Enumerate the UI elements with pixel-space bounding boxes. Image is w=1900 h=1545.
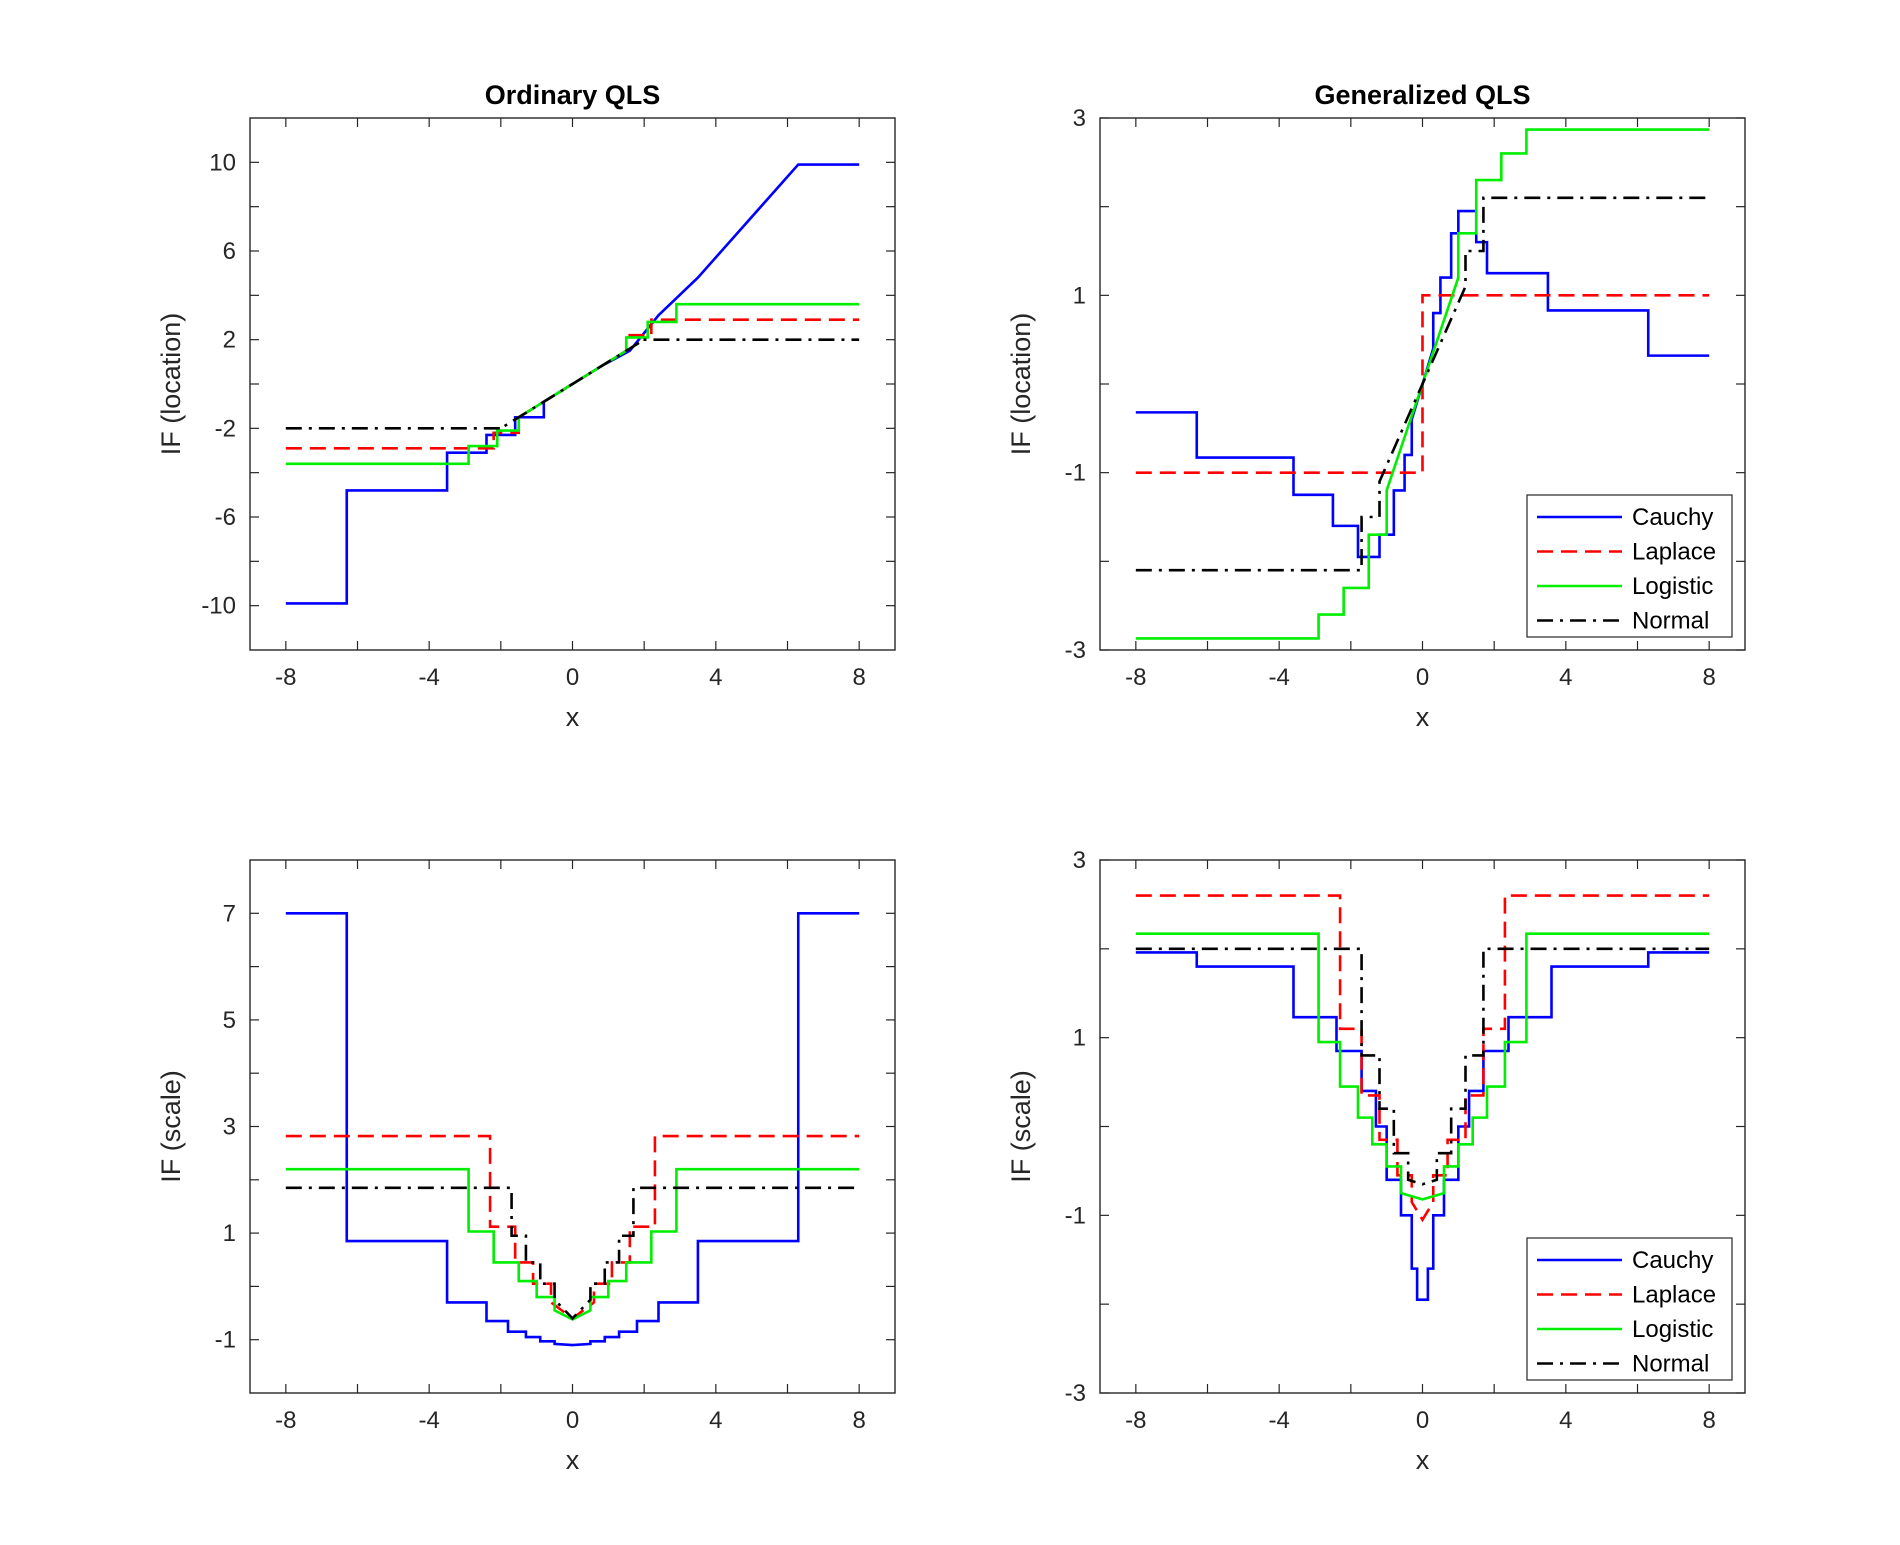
y-tick-label: -3 <box>1065 637 1086 664</box>
y-tick-label: -1 <box>1065 460 1086 487</box>
y-tick-label: 1 <box>223 1220 236 1247</box>
x-tick-label: 4 <box>1559 1407 1572 1434</box>
y-tick-label: 10 <box>209 149 236 176</box>
x-tick-label: -4 <box>418 1407 439 1434</box>
series-line-logistic <box>1135 932 1710 1201</box>
legend-box <box>1526 1237 1733 1381</box>
x-tick-label: -4 <box>1268 664 1289 691</box>
chart-panel-4: -8 -4 0 4 8 -3 -1 1 3 x IF (scale) Cauchy Laplace Log… <box>1006 847 1746 1475</box>
x-tick-label: 0 <box>1416 664 1429 691</box>
x-tick-label: 8 <box>852 1407 865 1434</box>
legend-label-cauchy: Cauchy <box>1632 504 1713 531</box>
x-tick-label: 4 <box>709 1407 722 1434</box>
x-tick-label: -8 <box>1125 1407 1146 1434</box>
y-tick-label: 1 <box>1073 282 1086 309</box>
x-tick-label: 8 <box>1702 664 1715 691</box>
y-axis-label: IF (location) <box>156 313 186 456</box>
chart-title: Generalized QLS <box>1314 80 1530 110</box>
x-tick-label: -4 <box>418 664 439 691</box>
series-line-laplace <box>285 1134 860 1321</box>
y-tick-label: 2 <box>223 327 236 354</box>
y-axis-label: IF (scale) <box>156 1070 186 1183</box>
series-group <box>285 163 860 605</box>
x-axis-label: x <box>1416 1445 1430 1475</box>
x-tick-label: 4 <box>709 664 722 691</box>
x-tick-label: -8 <box>1125 664 1146 691</box>
legend-label-normal: Normal <box>1632 608 1709 635</box>
x-tick-label: -8 <box>275 664 296 691</box>
y-tick-label: -2 <box>215 415 236 442</box>
legend-label-logistic: Logistic <box>1632 1316 1713 1343</box>
legend: Cauchy Laplace Logistic Normal <box>1526 1237 1733 1381</box>
series-line-normal <box>1135 947 1710 1186</box>
series-line-normal <box>285 1186 860 1321</box>
legend-label-laplace: Laplace <box>1632 539 1716 566</box>
x-tick-label: 0 <box>566 1407 579 1434</box>
y-tick-label: -3 <box>1065 1380 1086 1407</box>
legend-label-laplace: Laplace <box>1632 1282 1716 1309</box>
y-tick-label: 1 <box>1073 1025 1086 1052</box>
series-line-cauchy <box>285 911 860 1347</box>
series-line-logistic <box>285 1167 860 1321</box>
legend-label-normal: Normal <box>1632 1351 1709 1378</box>
y-tick-label: 7 <box>223 900 236 927</box>
x-axis-label: x <box>566 702 580 732</box>
series-group <box>1135 894 1710 1302</box>
x-tick-label: 8 <box>852 664 865 691</box>
series-line-laplace <box>1135 894 1710 1223</box>
y-tick-label: 3 <box>223 1114 236 1141</box>
series-group <box>1135 128 1710 640</box>
y-axis-label: IF (scale) <box>1006 1070 1036 1183</box>
y-tick-label: 5 <box>223 1007 236 1034</box>
y-tick-label: 3 <box>1073 847 1086 874</box>
series-line-cauchy <box>285 163 860 605</box>
x-axis-label: x <box>1416 702 1430 732</box>
legend-label-logistic: Logistic <box>1632 573 1713 600</box>
chart-panel-3: -8 -4 0 4 8 -1 1 3 5 7 x IF (scale) <box>156 859 896 1475</box>
series-line-normal <box>285 338 860 430</box>
y-tick-label: -6 <box>215 504 236 531</box>
x-tick-label: -8 <box>275 1407 296 1434</box>
x-axis-label: x <box>566 1445 580 1475</box>
chart-panel-2: -8 -4 0 4 8 -3 -1 1 3 x IF (location) Generalized Q… <box>1006 80 1746 732</box>
chart-title: Ordinary QLS <box>485 80 661 110</box>
y-tick-label: 3 <box>1073 105 1086 132</box>
series-line-cauchy <box>1135 951 1710 1302</box>
y-tick-label: 6 <box>223 238 236 265</box>
legend-box <box>1526 494 1733 638</box>
legend: Cauchy Laplace Logistic Normal <box>1526 494 1733 638</box>
y-tick-label: -1 <box>1065 1202 1086 1229</box>
x-tick-label: -4 <box>1268 1407 1289 1434</box>
x-tick-label: 0 <box>566 664 579 691</box>
y-tick-label: -1 <box>215 1327 236 1354</box>
x-tick-label: 8 <box>1702 1407 1715 1434</box>
x-tick-label: 4 <box>1559 664 1572 691</box>
y-axis-label: IF (location) <box>1006 313 1036 456</box>
y-tick-label: -10 <box>201 593 236 620</box>
legend-label-cauchy: Cauchy <box>1632 1247 1713 1274</box>
x-tick-label: 0 <box>1416 1407 1429 1434</box>
series-line-normal <box>1135 196 1710 572</box>
series-group <box>285 911 860 1347</box>
chart-panel-1: -8 -4 0 4 8 -10 -6 -2 2 6 10 x IF (location) Ordinary… <box>156 80 896 732</box>
